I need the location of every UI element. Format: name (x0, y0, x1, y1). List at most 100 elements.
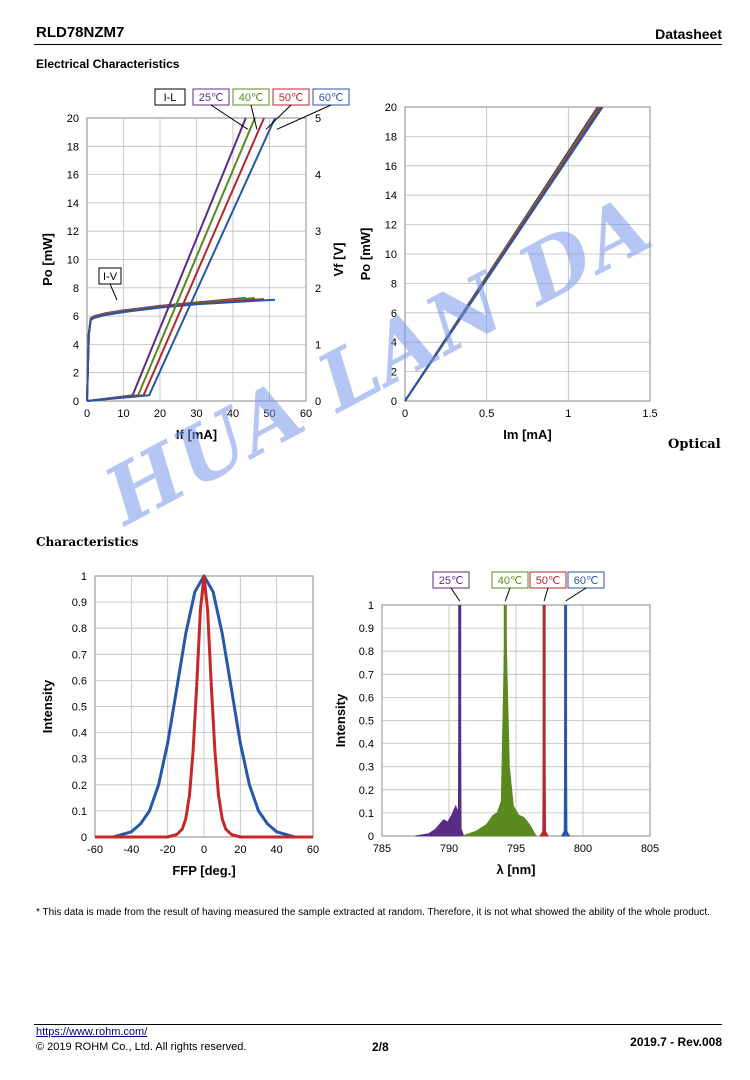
x-tick-label: 795 (507, 843, 525, 855)
y-tick-label: 0.9 (359, 623, 374, 635)
y-tick-label: 18 (385, 131, 397, 143)
legend-leader-2 (265, 104, 292, 130)
y-tick-label: 10 (67, 255, 79, 267)
legend-0: 25℃ (199, 92, 224, 104)
y-tick-label: 0.8 (359, 646, 374, 658)
y-tick-label: 8 (391, 278, 397, 290)
x-axis-label: FFP [deg.] (172, 863, 235, 878)
y-tick-label: 16 (385, 161, 397, 173)
spectrum-leader-3 (565, 587, 587, 602)
document-type: Datasheet (655, 26, 722, 42)
y-tick-label: 20 (67, 113, 79, 125)
y-tick-label: 0 (81, 832, 87, 844)
x-tick-label: 1.5 (642, 408, 657, 420)
x-tick-label: 0 (201, 844, 207, 856)
x-tick-label: 790 (440, 843, 458, 855)
y2-tick-label: 0 (315, 396, 321, 408)
y-tick-label: 0.5 (359, 716, 374, 728)
legend-leader-3 (276, 104, 332, 130)
iv-label: I-V (103, 271, 118, 283)
x-tick-label: 0.5 (479, 408, 494, 420)
chart-im-po: 0 0.5 1 1.5 0 2 4 6 8 10 12 14 16 18 20 Im [mA] Po [mW] (358, 102, 658, 442)
legend-3: 60℃ (319, 92, 344, 104)
x-axis-label: λ [nm] (497, 862, 536, 877)
section-title-optical: Optical (668, 437, 721, 452)
y-tick-label: 10 (385, 249, 397, 261)
ffp-curve-1 (95, 574, 313, 839)
y-tick-label: 6 (391, 308, 397, 320)
revision-label: 2019.7 - Rev.008 (630, 1035, 722, 1049)
y-tick-label: 18 (67, 141, 79, 153)
y-tick-label: 0.2 (359, 785, 374, 797)
x-tick-label: 0 (402, 408, 408, 420)
model-number: RLD78NZM7 (36, 24, 125, 41)
section-title-characteristics: Characteristics (36, 535, 139, 549)
y-tick-label: 0.2 (72, 780, 87, 792)
x-tick-label: 0 (84, 408, 90, 420)
y-tick-label: 0.1 (72, 806, 87, 818)
spectrum-legend-1: 40℃ (498, 575, 523, 587)
y-tick-label: 2 (73, 368, 79, 380)
y-tick-label: 0.8 (72, 623, 87, 635)
x-tick-label: 40 (271, 844, 283, 856)
y-tick-label: 0.4 (359, 739, 374, 751)
il-curve-3 (86, 117, 276, 402)
y-tick-label: 8 (73, 283, 79, 295)
page-number: 2/8 (372, 1040, 389, 1054)
section-title-electrical: Electrical Characteristics (36, 57, 180, 71)
impo-line-3 (404, 106, 604, 402)
legend-leader-0 (210, 104, 249, 130)
x-tick-label: 40 (227, 408, 239, 420)
y-tick-label: 1 (81, 571, 87, 583)
spectrum-leader-2 (543, 587, 549, 602)
header-rule (34, 44, 722, 45)
spectrum-legend-2: 50℃ (536, 575, 561, 587)
x-tick-label: 20 (234, 844, 246, 856)
x-tick-label: -20 (160, 844, 176, 856)
y-tick-label: 12 (385, 220, 397, 232)
y-tick-label: 0.3 (72, 754, 87, 766)
footnote: * This data is made from the result of h… (36, 907, 710, 918)
x-tick-label: 1 (565, 408, 571, 420)
x-tick-label: 10 (117, 408, 129, 420)
y-tick-label: 0.7 (359, 669, 374, 681)
y-tick-label: 0 (391, 396, 397, 408)
legend-1: 40℃ (239, 92, 264, 104)
y-tick-label: 0.6 (359, 692, 374, 704)
y-tick-label: 16 (67, 170, 79, 182)
y-tick-label: 4 (73, 339, 79, 351)
y-tick-label: 0.9 (72, 597, 87, 609)
y-axis-label: Po [mW] (358, 228, 373, 281)
x-tick-label: 805 (641, 843, 659, 855)
y2-axis-label: Vf [V] (331, 243, 346, 277)
y-tick-label: 20 (385, 102, 397, 114)
y-tick-label: 6 (73, 311, 79, 323)
y-tick-label: 0 (73, 396, 79, 408)
iv-curve-3 (86, 298, 276, 402)
x-tick-label: -40 (123, 844, 139, 856)
footer-url-link[interactable]: https://www.rohm.com/ (36, 1026, 148, 1038)
spectrum-legend-0: 25℃ (439, 575, 464, 587)
y-tick-label: 2 (391, 367, 397, 379)
x-tick-label: 50 (263, 408, 275, 420)
y-tick-label: 14 (385, 190, 397, 202)
y-axis-label: Intensity (333, 693, 348, 747)
legend-il: I-L (164, 92, 177, 104)
y-tick-label: 1 (368, 600, 374, 612)
chart-ffp: -60 -40 -20 0 20 40 60 0 0.1 0.2 0.3 0.4 0.5 0.6 0.7 0.… (40, 571, 319, 878)
x-axis-label: Im [mA] (503, 427, 551, 442)
y-tick-label: 14 (67, 198, 79, 210)
spectrum-legend-3: 60℃ (574, 575, 599, 587)
x-tick-label: 785 (373, 843, 391, 855)
x-tick-label: 800 (574, 843, 592, 855)
y2-tick-label: 4 (315, 170, 321, 182)
x-tick-label: 60 (307, 844, 319, 856)
spectrum-fill-1 (462, 604, 537, 837)
y-tick-label: 0.7 (72, 649, 87, 661)
y-tick-label: 0.5 (72, 702, 87, 714)
x-tick-label: 30 (190, 408, 202, 420)
legend-leader-1 (250, 104, 258, 130)
x-axis-label: If [mA] (176, 427, 217, 442)
